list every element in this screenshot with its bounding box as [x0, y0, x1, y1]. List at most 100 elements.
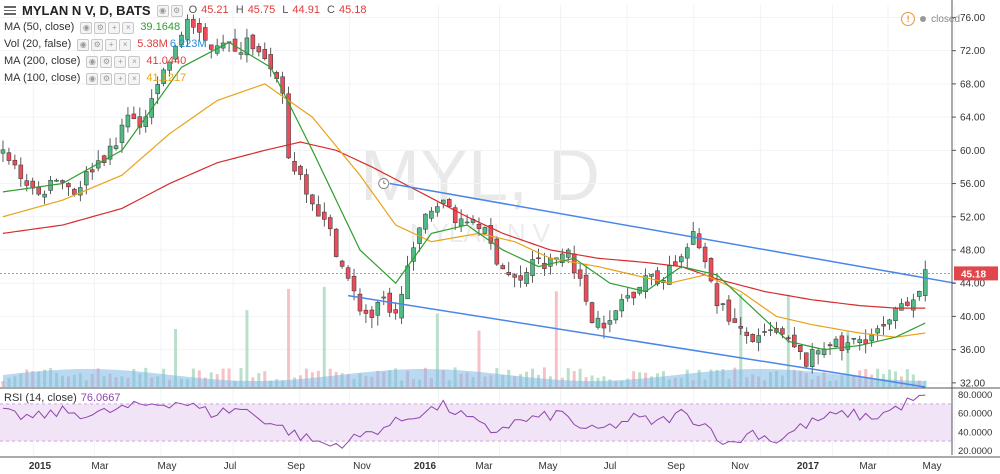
close-icon[interactable]: ×	[122, 21, 135, 34]
price-tick-label: 60.00	[960, 146, 985, 157]
candle	[613, 309, 619, 324]
settings-icon[interactable]: ⚙	[100, 55, 113, 68]
rsi-legend[interactable]: RSI (14, close) 76.0667	[4, 392, 121, 404]
settings-icon[interactable]: ⚙	[94, 21, 107, 34]
candle	[506, 261, 511, 277]
candle	[131, 106, 137, 120]
status-dot-icon	[920, 16, 927, 22]
eye-icon[interactable]: ◉	[80, 21, 93, 34]
indicator-ma50[interactable]: MA (50, close) ◉ ⚙ + × 39.1648	[4, 19, 370, 36]
candle	[322, 202, 327, 227]
close-icon[interactable]: ×	[128, 72, 141, 85]
close-icon[interactable]: ×	[119, 38, 132, 51]
candle	[179, 31, 184, 49]
moving-averages	[2, 41, 926, 351]
candle	[238, 42, 244, 60]
price-tick-label: 72.00	[960, 46, 985, 57]
channel-lower-line[interactable]	[347, 294, 926, 388]
candle	[423, 213, 428, 234]
settings-icon[interactable]: ⚙	[91, 38, 104, 51]
volume-bar	[572, 371, 576, 387]
settings-icon[interactable]: ⚙	[170, 4, 183, 17]
candle	[857, 335, 863, 351]
watermark-symbol: MYL, D	[360, 136, 600, 216]
candle	[155, 76, 160, 104]
candle	[161, 67, 166, 87]
candle	[649, 274, 654, 286]
candle	[327, 214, 333, 237]
candle	[625, 287, 630, 302]
low-value: 44.91	[292, 4, 320, 16]
rsi-pane: 80.0000 60.0000 40.0000 20.0000	[0, 390, 992, 457]
candle	[30, 177, 35, 195]
more-icon[interactable]: +	[105, 38, 118, 51]
candle	[351, 268, 357, 301]
candle	[673, 255, 678, 267]
price-tick-label: 32.00	[960, 378, 985, 389]
time-tick-label: Mar	[91, 461, 109, 472]
candle	[339, 259, 345, 269]
symbol-title[interactable]: MYLAN N V, D, BATS	[22, 3, 151, 18]
more-icon[interactable]: +	[108, 21, 121, 34]
price-tick-label: 36.00	[960, 345, 985, 356]
more-icon[interactable]: +	[114, 72, 127, 85]
candle	[851, 338, 857, 345]
volume-bar	[477, 330, 481, 387]
volume-bar	[239, 368, 243, 387]
candle	[113, 137, 119, 151]
rsi-label: RSI (14, close)	[4, 392, 77, 404]
eye-icon[interactable]: ◉	[156, 4, 169, 17]
volume-bar	[542, 367, 546, 387]
candle	[744, 327, 749, 344]
warning-icon[interactable]: !	[901, 12, 916, 26]
settings-icon[interactable]: ⚙	[100, 72, 113, 85]
indicator-volume[interactable]: Vol (20, false) ◉ ⚙ + × 5.38M 6.223M	[4, 36, 370, 53]
indicator-ma200[interactable]: MA (200, close) ◉ ⚙ + × 41.0440	[4, 53, 370, 70]
candle	[911, 293, 916, 318]
menu-icon[interactable]	[4, 6, 16, 15]
low-label: L	[282, 4, 289, 16]
candle	[524, 267, 529, 287]
indicator-ma100[interactable]: MA (100, close) ◉ ⚙ + × 41.1217	[4, 70, 370, 87]
eye-icon[interactable]: ◉	[86, 55, 99, 68]
time-axis: 2015 Mar May Jul Sep Nov 2016 Mar May Jul Sep Nov 20…	[0, 456, 1000, 472]
legend-symbol-row: MYLAN N V, D, BATS ◉ ⚙ O 45.21 H 45.75 L 44…	[4, 2, 370, 19]
status-text: closed	[931, 13, 960, 25]
volume-bar	[911, 374, 915, 387]
candle	[702, 242, 708, 269]
candle	[137, 107, 143, 135]
eye-icon[interactable]: ◉	[86, 72, 99, 85]
volume-bar	[846, 330, 850, 387]
candle	[0, 140, 6, 162]
close-icon[interactable]: ×	[128, 55, 141, 68]
candle	[167, 61, 172, 77]
volume-bar	[632, 371, 636, 387]
trend-channel[interactable]	[347, 182, 956, 388]
last-price-badge	[954, 266, 998, 281]
time-tick-label: 2017	[797, 461, 820, 472]
more-icon[interactable]: +	[114, 55, 127, 68]
volume-bar	[435, 313, 439, 387]
eye-icon[interactable]: ◉	[77, 38, 90, 51]
candle	[304, 168, 309, 204]
candle	[310, 194, 315, 211]
rsi-band	[0, 403, 952, 442]
indicator-value: 5.38M	[137, 38, 168, 50]
ohlc-values: O 45.21 H 45.75 L 44.91 C 45.18	[189, 2, 371, 19]
rsi-tick-label: 60.0000	[958, 409, 992, 420]
candle	[530, 250, 535, 283]
candle	[607, 310, 613, 333]
time-tick-label: May	[539, 461, 558, 472]
candle	[887, 318, 892, 330]
candle	[429, 207, 434, 222]
symbol-controls: ◉ ⚙	[156, 4, 183, 17]
rsi-value: 76.0667	[80, 392, 121, 404]
clock-icon[interactable]	[378, 178, 390, 190]
candle	[583, 265, 589, 306]
candle	[637, 286, 642, 296]
channel-upper-line[interactable]	[389, 182, 956, 284]
candle	[536, 248, 541, 265]
ma200-line	[2, 141, 926, 309]
candle	[917, 290, 922, 301]
